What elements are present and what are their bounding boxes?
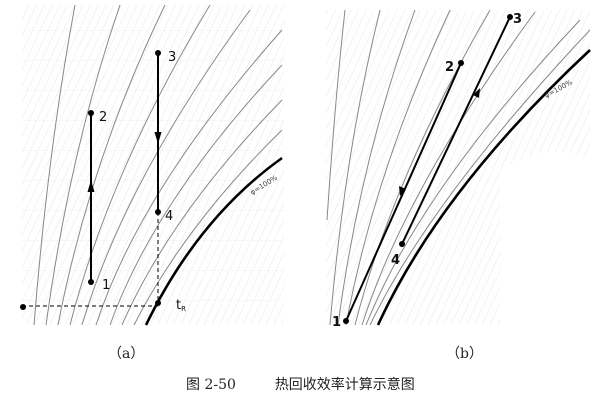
arrow-down-icon — [473, 88, 480, 98]
point-3-label: 3 — [168, 50, 176, 65]
panel-a-label: （a） — [108, 346, 145, 362]
panel-b-label: （b） — [446, 346, 483, 362]
state-points — [20, 50, 161, 310]
arrow-up-icon — [87, 180, 95, 192]
line-3-4 — [401, 16, 511, 245]
point-1-label: 1 — [102, 278, 110, 293]
caption-title: 热回收效率计算示意图 — [274, 377, 415, 393]
arrow-up-icon — [399, 186, 406, 196]
point-4-label: 4 — [165, 209, 173, 224]
panel-b-chart: φ=100% 1 2 3 4 — [326, 9, 591, 330]
point-4-label: 4 — [391, 253, 400, 268]
point-1-label: 1 — [332, 315, 341, 330]
blank-region — [500, 152, 590, 325]
saturation-curve — [376, 49, 591, 326]
caption-number: 图 2-50 — [186, 377, 236, 393]
line-1-2 — [345, 62, 462, 322]
point-2-label: 2 — [99, 110, 107, 125]
humidity-curves — [326, 9, 591, 326]
figure-caption: 图 2-50 热回收效率计算示意图 — [186, 374, 415, 394]
arrow-down-icon — [154, 132, 162, 144]
saturation-curve — [144, 156, 283, 326]
tr-label: tR — [176, 298, 186, 313]
process-lines — [345, 16, 511, 322]
panel-a-chart: φ=100% 1 2 3 4 tR — [20, 4, 284, 326]
grid-background — [22, 5, 284, 325]
point-2-label: 2 — [445, 60, 454, 75]
point-3-label: 3 — [513, 12, 522, 27]
dashed-guides — [22, 212, 159, 307]
state-points — [343, 14, 513, 324]
humidity-curves — [33, 4, 283, 326]
